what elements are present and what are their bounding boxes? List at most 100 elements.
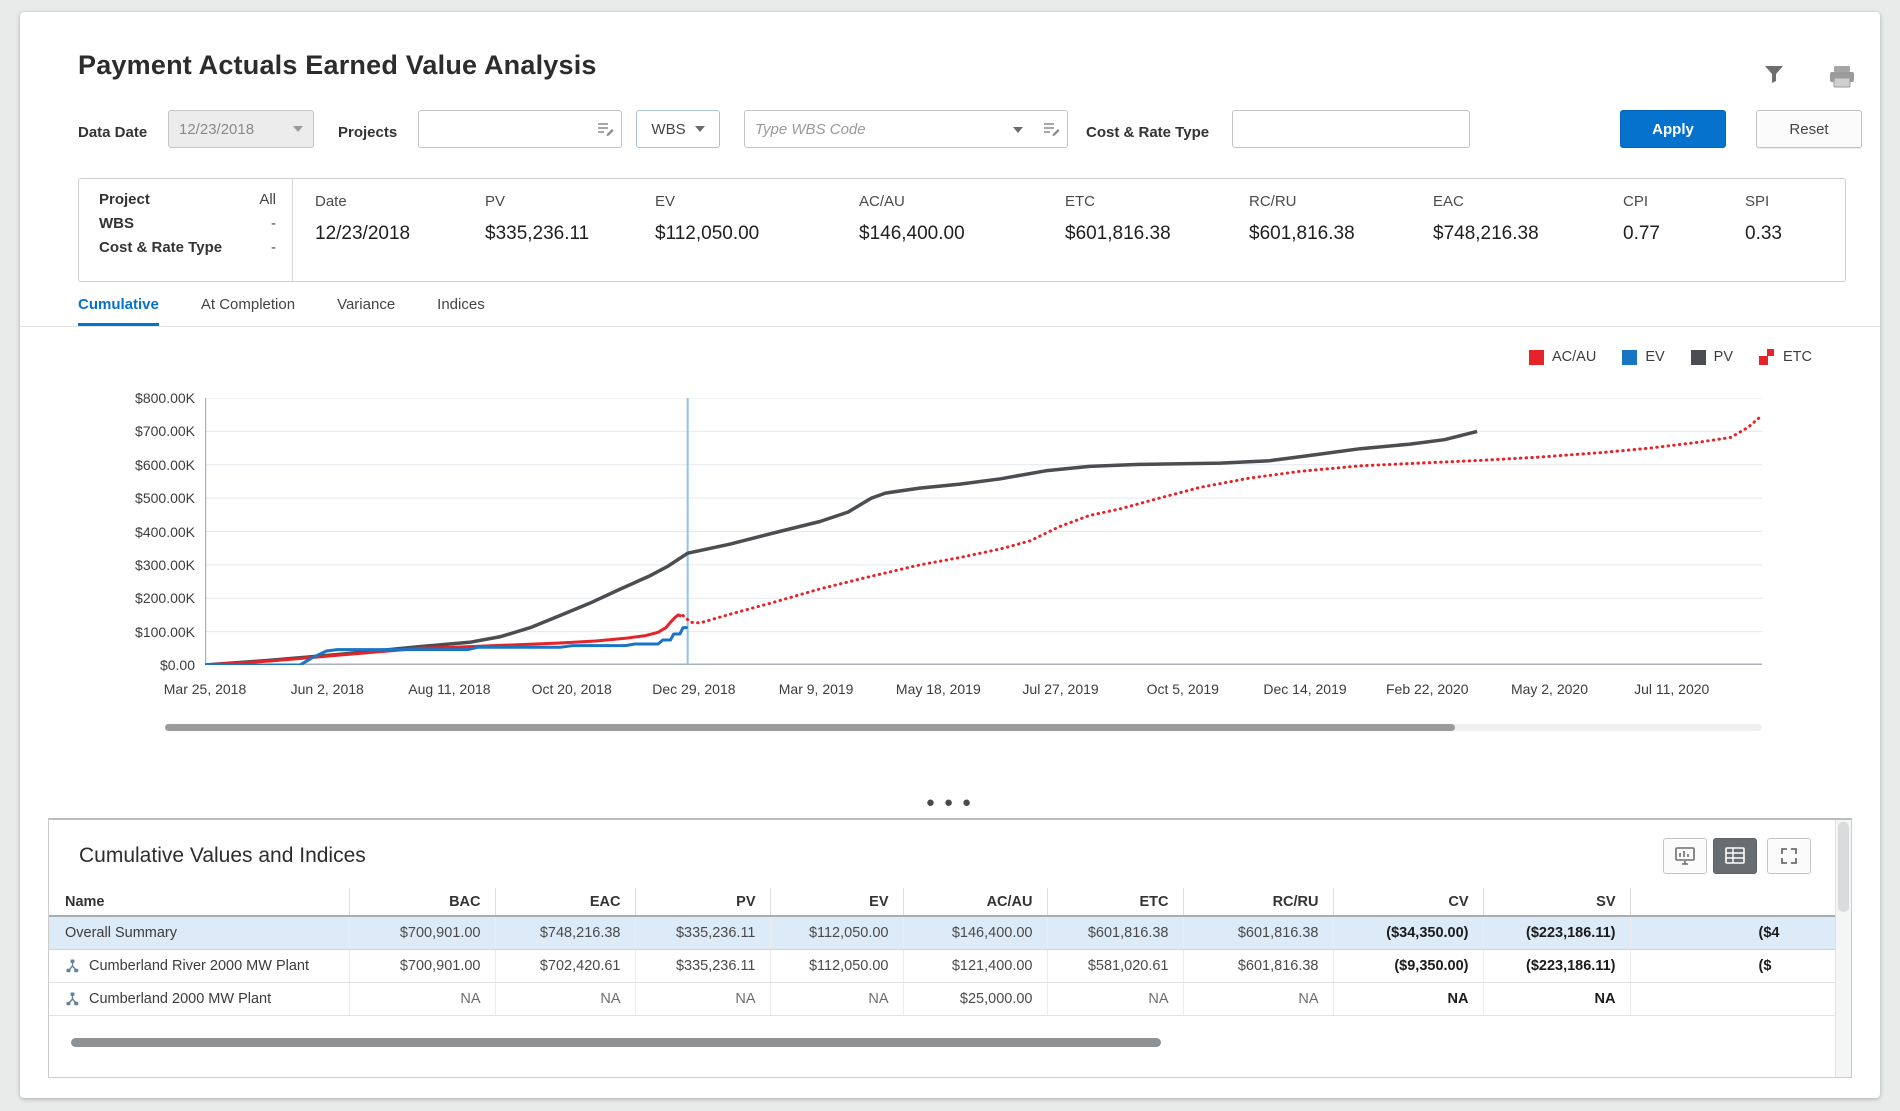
table-v-scrollbar[interactable] — [1835, 820, 1851, 1077]
row-value-cell: NA — [1483, 982, 1631, 1016]
apply-button[interactable]: Apply — [1620, 110, 1726, 148]
row-value-cell: $112,050.00 — [770, 949, 904, 983]
row-value-cell: NA — [1183, 982, 1334, 1016]
row-value-cell: ($ — [1630, 949, 1851, 983]
column-header-ac-au[interactable]: AC/AU — [903, 888, 1048, 917]
summary-metric-label: AC/AU — [859, 193, 905, 210]
tab-at-completion[interactable]: At Completion — [200, 296, 296, 313]
grid-icon — [1725, 847, 1745, 864]
legend-label: ETC — [1783, 349, 1812, 365]
summary-scope-value: - — [271, 239, 276, 256]
chart-popout-icon — [1675, 847, 1695, 865]
tab-bar: Cumulative At Completion Variance Indices — [78, 296, 485, 327]
legend-swatch-split — [1759, 349, 1775, 365]
column-header-overflow[interactable] — [1630, 888, 1851, 917]
legend-item-ac-au[interactable]: AC/AU — [1528, 349, 1597, 365]
filter-icon[interactable] — [1762, 62, 1786, 91]
summary-metric: RC/RU $601,816.38 — [1249, 193, 1433, 281]
evm-line-chart[interactable] — [205, 398, 1762, 665]
picker-icon[interactable] — [597, 121, 614, 141]
x-tick-label: Jul 11, 2020 — [1634, 681, 1710, 697]
print-icon[interactable] — [1828, 65, 1856, 94]
x-tick-label: Aug 11, 2018 — [408, 681, 491, 697]
chart-view-button[interactable] — [1663, 838, 1707, 874]
summary-metric-label: EAC — [1433, 193, 1464, 210]
summary-scope-row: Project All — [99, 191, 276, 208]
wbs-selector-label: WBS — [651, 120, 686, 138]
summary-metric: Date 12/23/2018 — [315, 193, 485, 281]
column-header-etc[interactable]: ETC — [1047, 888, 1184, 917]
expand-button[interactable] — [1767, 838, 1811, 874]
table-row[interactable]: Cumberland River 2000 MW Plant $700,901.0… — [49, 949, 1851, 983]
row-value-cell: $25,000.00 — [903, 982, 1048, 1016]
legend-item-etc[interactable]: ETC — [1759, 349, 1812, 365]
summary-scope-label: WBS — [99, 215, 134, 232]
tab-indices[interactable]: Indices — [437, 296, 485, 313]
y-tick-label: $100.00K — [135, 623, 195, 640]
table-row[interactable]: Cumberland 2000 MW Plant NA NA NA NA $25,000.… — [49, 982, 1851, 1016]
legend-label: PV — [1713, 349, 1733, 365]
page-title: Payment Actuals Earned Value Analysis — [78, 50, 597, 80]
data-date-value: 12/23/2018 — [179, 120, 255, 138]
chevron-down-icon[interactable] — [1013, 127, 1023, 133]
summary-metric-value: $112,050.00 — [655, 223, 760, 244]
legend-swatch — [1622, 349, 1638, 365]
x-tick-label: May 18, 2019 — [895, 681, 981, 697]
summary-scope-label: Cost & Rate Type — [99, 239, 223, 256]
y-tick-label: $0.00 — [159, 657, 195, 673]
summary-metrics: Date 12/23/2018 PV $335,236.11 EV $112,050.00… — [293, 179, 1845, 281]
data-date-select[interactable]: 12/23/2018 — [168, 110, 314, 148]
x-tick-label: Feb 22, 2020 — [1385, 681, 1469, 697]
tab-variance[interactable]: Variance — [337, 296, 396, 313]
x-tick-label: Jul 27, 2019 — [1022, 681, 1099, 697]
row-value-cell: ($223,186.11) — [1483, 949, 1631, 983]
tab-cumulative[interactable]: Cumulative — [78, 296, 159, 327]
grid-view-button[interactable] — [1713, 838, 1757, 874]
summary-scope-value: - — [271, 215, 276, 232]
chart-time-scrollbar-thumb[interactable] — [165, 724, 1455, 731]
table-v-scrollbar-thumb[interactable] — [1838, 822, 1849, 912]
row-value-cell: $581,020.61 — [1047, 949, 1184, 983]
cost-rate-type-input[interactable] — [1233, 111, 1469, 147]
legend-item-ev[interactable]: EV — [1622, 349, 1665, 365]
projects-input[interactable] — [419, 111, 621, 147]
wbs-selector-dropdown[interactable]: WBS — [636, 110, 720, 148]
row-name-cell: Overall Summary — [49, 915, 350, 950]
column-header-bac[interactable]: BAC — [349, 888, 496, 917]
table-row[interactable]: Overall Summary $700,901.00 $748,216.38 $33… — [49, 915, 1851, 950]
x-tick-label: Mar 25, 2018 — [163, 681, 247, 697]
tab-divider — [20, 326, 1880, 327]
column-header-cv[interactable]: CV — [1333, 888, 1484, 917]
row-value-cell: $700,901.00 — [349, 915, 496, 950]
legend-swatch — [1528, 349, 1544, 365]
row-value-cell — [1630, 982, 1851, 1016]
column-header-eac[interactable]: EAC — [495, 888, 636, 917]
column-header-ev[interactable]: EV — [770, 888, 904, 917]
picker-icon[interactable] — [1043, 121, 1060, 141]
reset-button[interactable]: Reset — [1756, 110, 1862, 148]
x-tick-label: Mar 9, 2019 — [778, 681, 854, 697]
summary-scope-row: Cost & Rate Type - — [99, 239, 276, 256]
row-value-cell: $335,236.11 — [635, 915, 771, 950]
table-h-scrollbar-thumb[interactable] — [71, 1038, 1161, 1047]
projects-label: Projects — [338, 124, 398, 141]
values-panel: Cumulative Values and Indices Name BAC EAC… — [48, 818, 1852, 1078]
summary-metric-value: $601,816.38 — [1249, 223, 1355, 244]
column-header-pv[interactable]: PV — [635, 888, 771, 917]
column-header-name[interactable]: Name — [49, 888, 350, 917]
x-tick-label: Dec 29, 2018 — [652, 681, 736, 697]
legend-swatch — [1690, 349, 1706, 365]
x-tick-label: May 2, 2020 — [1510, 681, 1588, 697]
row-value-cell: NA — [1333, 982, 1484, 1016]
summary-metric: EAC $748,216.38 — [1433, 193, 1623, 281]
values-table: Name BAC EAC PV EV AC/AU ETC RC/RU CV SV Overall … — [49, 888, 1851, 1016]
table-header-row: Name BAC EAC PV EV AC/AU ETC RC/RU CV SV — [49, 888, 1851, 917]
legend-item-pv[interactable]: PV — [1690, 349, 1733, 365]
column-header-rc-ru[interactable]: RC/RU — [1183, 888, 1334, 917]
row-value-cell: ($9,350.00) — [1333, 949, 1484, 983]
y-tick-label: $200.00K — [135, 590, 195, 607]
column-header-sv[interactable]: SV — [1483, 888, 1631, 917]
legend-label: AC/AU — [1551, 349, 1597, 365]
summary-metric: AC/AU $146,400.00 — [859, 193, 1065, 281]
splitter-handle[interactable]: ● ● ● — [925, 794, 975, 811]
